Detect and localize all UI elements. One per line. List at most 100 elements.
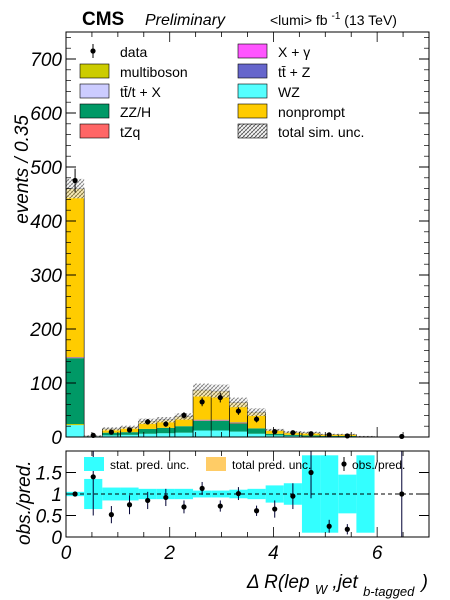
bar-zz-h-4 bbox=[138, 428, 157, 434]
legend-label-ttx: tt̄/t + X bbox=[120, 84, 162, 100]
ratio-point-2 bbox=[108, 512, 114, 518]
unc-hatch-10 bbox=[247, 408, 266, 416]
data-point-14 bbox=[326, 432, 332, 438]
legend-swatch-ttz bbox=[237, 63, 268, 79]
ratio-point-9 bbox=[235, 490, 242, 497]
ratio-point-5 bbox=[163, 494, 169, 501]
legend-data-marker bbox=[90, 48, 96, 54]
data-point-15 bbox=[344, 433, 350, 439]
bar-wz-11 bbox=[265, 435, 284, 437]
bar-wz-9 bbox=[229, 431, 248, 437]
stat-band-11 bbox=[265, 485, 284, 503]
unc-hatch-7 bbox=[193, 383, 212, 397]
legend-swatch-tzq bbox=[79, 123, 110, 139]
bar-ttz-9 bbox=[229, 422, 248, 423]
data-point-4 bbox=[145, 419, 151, 425]
ratio-y-tick-label-0: 0 bbox=[51, 528, 62, 549]
ratio-legend-label-ratio: obs./pred. bbox=[352, 458, 405, 472]
ratio-legend-label-stat-band: stat. pred. unc. bbox=[110, 458, 189, 472]
ratio-point-12 bbox=[290, 493, 296, 499]
data-point-13 bbox=[308, 431, 314, 437]
y-tick-label-0: 0 bbox=[51, 428, 62, 449]
ratio-legend: stat. pred. unc. total pred. unc. obs./pre… bbox=[84, 457, 405, 472]
legend-swatch-zzh bbox=[79, 103, 110, 119]
bar-zz-h-6 bbox=[174, 426, 194, 433]
ratio-point-4 bbox=[145, 497, 151, 504]
data-point-12 bbox=[290, 430, 296, 436]
ratio-point-7 bbox=[199, 485, 205, 492]
ratio-legend-label-total-band: total pred. unc. bbox=[232, 458, 311, 472]
ratio-x-tick-label-2: 4 bbox=[268, 543, 279, 564]
unc-hatch-2 bbox=[102, 427, 121, 431]
data-point-8 bbox=[217, 394, 223, 401]
legend-label-xgamma: X + γ bbox=[278, 44, 310, 60]
legend-label-wz: WZ bbox=[278, 84, 300, 100]
ratio-ylabel: obs./pred. bbox=[14, 461, 35, 546]
bar-nonprompt-6 bbox=[174, 416, 194, 427]
legend-label-nonprompt: nonprompt bbox=[278, 104, 345, 120]
data-point-6 bbox=[181, 412, 187, 418]
stat-band-6 bbox=[174, 488, 194, 500]
bar-wz-7 bbox=[193, 430, 212, 437]
ratio-point-3 bbox=[126, 502, 133, 508]
unc-hatch-16 bbox=[356, 435, 375, 437]
xlabel-sub2: b-tagged bbox=[363, 584, 415, 599]
experiment-label: CMS bbox=[82, 9, 124, 30]
legend-label-zzh: ZZ/H bbox=[120, 104, 151, 120]
bar-tzq-8 bbox=[211, 420, 230, 421]
xlabel-end: ) bbox=[420, 572, 428, 593]
ratio-point-10 bbox=[253, 508, 260, 514]
data-point-0 bbox=[72, 177, 78, 184]
y-tick-label-100: 100 bbox=[30, 374, 62, 395]
legend-swatch-ttx bbox=[79, 83, 110, 99]
legend-swatch-wz bbox=[237, 83, 268, 99]
bar-zz-h-10 bbox=[247, 428, 266, 434]
ratio-y-tick-label-3: 1.5 bbox=[36, 464, 63, 485]
bar-nonprompt-0 bbox=[66, 188, 85, 358]
unc-hatch-5 bbox=[156, 417, 175, 423]
data-point-5 bbox=[163, 421, 169, 427]
bar-wz-6 bbox=[174, 432, 194, 437]
y-tick-label-200: 200 bbox=[29, 320, 62, 341]
status-label: Preliminary bbox=[145, 12, 226, 29]
ratio-point-8 bbox=[217, 503, 223, 509]
ratio-point-15 bbox=[344, 526, 350, 532]
legend-swatch-xgamma bbox=[237, 43, 268, 59]
bar-zz-h-3 bbox=[120, 432, 139, 435]
bar-ttz-8 bbox=[211, 419, 230, 421]
bar-zz-h-9 bbox=[229, 423, 248, 432]
bar-wz-3 bbox=[120, 434, 139, 437]
ratio-y-axis: 00.511.5 bbox=[36, 464, 429, 549]
ratio-point-16 bbox=[399, 491, 405, 497]
bar-ttz-7 bbox=[193, 419, 212, 421]
ratio-legend-swatch-total-band bbox=[206, 457, 226, 471]
ratio-x-tick-label-1: 2 bbox=[163, 543, 175, 564]
xlabel-main: Δ R(lep bbox=[246, 572, 310, 593]
main-ylabel: events / 0.35 bbox=[12, 115, 33, 224]
data-point-11 bbox=[272, 429, 278, 435]
stat-band-14 bbox=[320, 455, 339, 533]
bar-zz-h-12 bbox=[283, 434, 302, 436]
ratio-y-tick-label-1: 0.5 bbox=[36, 507, 63, 528]
ratio-point-1 bbox=[90, 474, 96, 480]
bar-wz-10 bbox=[247, 433, 266, 437]
ratio-point-11 bbox=[272, 506, 278, 512]
data-point-3 bbox=[126, 427, 133, 433]
unc-hatch-8 bbox=[211, 384, 230, 398]
ratio-y-tick-label-2: 1 bbox=[51, 485, 62, 506]
bar-wz-4 bbox=[138, 433, 157, 437]
y-tick-label-400: 400 bbox=[30, 212, 62, 233]
ratio-x-tick-label-3: 6 bbox=[372, 543, 383, 564]
bar-zz-h-8 bbox=[211, 420, 230, 431]
ratio-point-13 bbox=[308, 469, 314, 476]
legend-label-data: data bbox=[120, 44, 147, 60]
y-tick-label-600: 600 bbox=[30, 104, 62, 125]
bar-nonprompt-4 bbox=[138, 421, 157, 429]
lumi-label: <lumi> fb -1 (13 TeV) bbox=[270, 6, 397, 28]
data-point-7 bbox=[199, 399, 205, 405]
y-tick-label-500: 500 bbox=[30, 158, 62, 179]
xlabel-sub1: W bbox=[315, 582, 329, 597]
legend-label-multiboson: multiboson bbox=[120, 64, 188, 80]
y-tick-label-300: 300 bbox=[30, 266, 62, 287]
